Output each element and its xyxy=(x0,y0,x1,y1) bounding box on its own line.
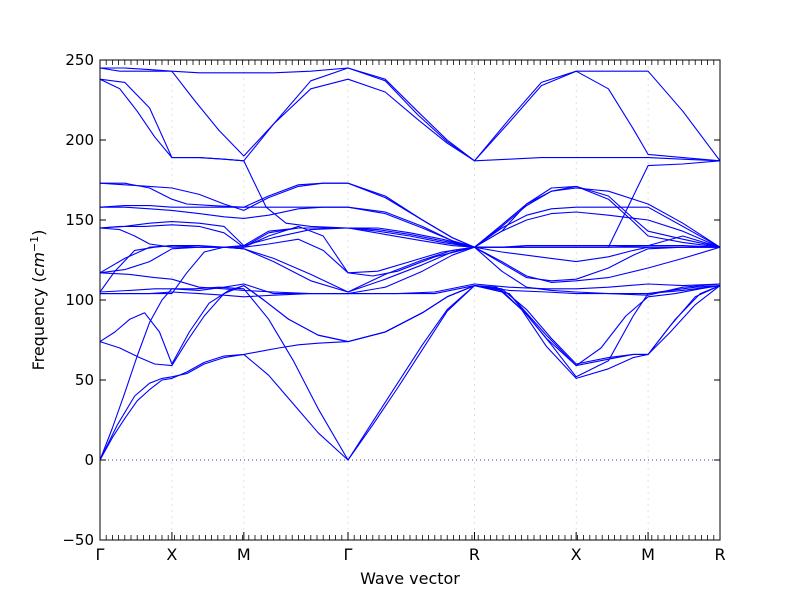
band-branch-17 xyxy=(100,182,721,248)
x-tick-label: R xyxy=(714,545,725,564)
band-branch-11 xyxy=(99,225,720,274)
band-branch-23 xyxy=(99,160,721,274)
band-branch-3 xyxy=(99,285,721,461)
y-axis-label-main: Frequency ( xyxy=(29,276,48,370)
x-tick-label: X xyxy=(166,545,177,564)
x-tick-label: M xyxy=(641,545,655,564)
y-axis-label: Frequency (cm−1) xyxy=(28,230,48,371)
y-tick-label: 100 xyxy=(65,291,94,309)
band-branch-9 xyxy=(99,245,721,293)
band-branch-13 xyxy=(99,221,721,248)
band-branch-6 xyxy=(100,285,721,298)
band-branch-14 xyxy=(100,206,721,248)
band-branch-8 xyxy=(99,246,721,296)
x-tick-label: Γ xyxy=(96,545,105,564)
band-branch-20 xyxy=(99,67,721,162)
x-tick-label: M xyxy=(237,545,251,564)
x-tick-label: Γ xyxy=(344,545,353,564)
y-tick-label: 50 xyxy=(75,371,94,389)
band-branch-15 xyxy=(99,205,721,248)
band-branch-2 xyxy=(99,285,721,461)
y-tick-label: 200 xyxy=(65,131,94,149)
y-tick-label: −50 xyxy=(62,531,94,549)
band-branch-4 xyxy=(99,285,721,367)
band-branch-5 xyxy=(99,285,721,367)
y-tick-label: 250 xyxy=(65,51,94,69)
band-branch-16 xyxy=(99,182,721,248)
y-axis-label-unit-exponent: −1 xyxy=(28,236,41,252)
x-tick-label: X xyxy=(571,545,582,564)
band-branch-21 xyxy=(99,78,721,162)
band-branch-7 xyxy=(99,283,721,295)
plot-area xyxy=(99,60,721,540)
band-branch-10 xyxy=(99,238,720,293)
x-axis-label: Wave vector xyxy=(360,569,460,588)
x-tick-label: R xyxy=(469,545,480,564)
band-branch-1 xyxy=(99,285,721,461)
y-axis: −50 0 50 100 150 200 250 xyxy=(62,51,720,549)
y-axis-label-close: ) xyxy=(29,230,48,236)
y-tick-label: 0 xyxy=(84,451,94,469)
plot-frame xyxy=(99,59,721,541)
y-tick-label: 150 xyxy=(65,211,94,229)
band-branch-19 xyxy=(100,67,721,162)
y-axis-label-unit: cm xyxy=(29,252,48,276)
